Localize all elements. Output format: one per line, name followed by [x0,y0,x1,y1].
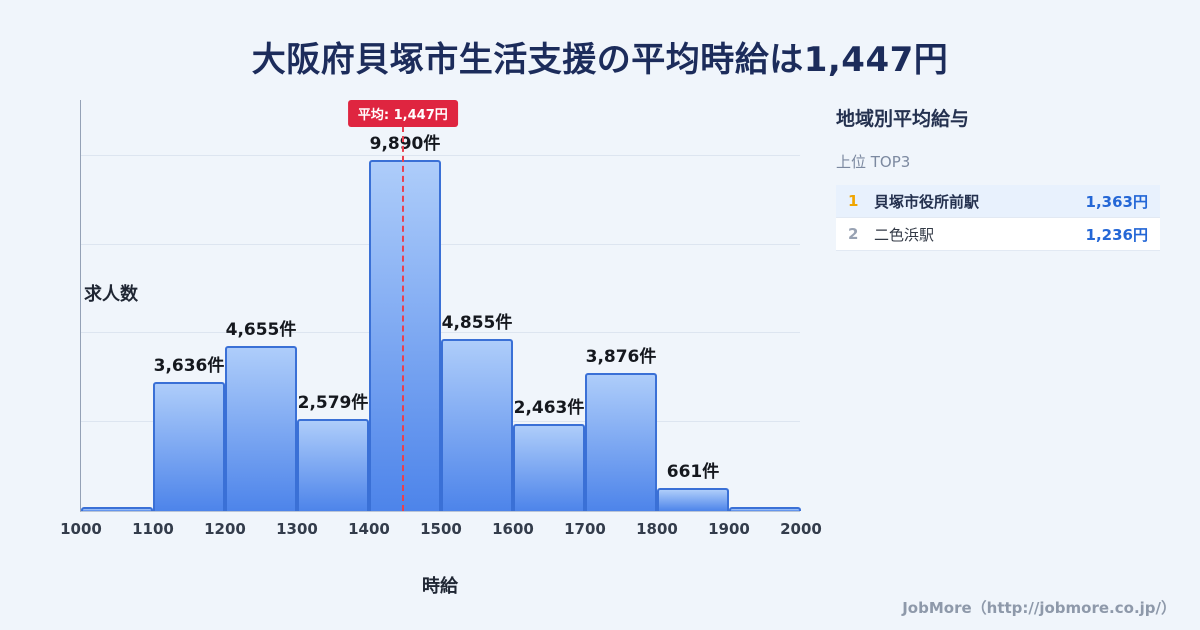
panel-title: 地域別平均給与 [836,108,970,130]
histogram-bar [729,507,801,511]
bar-value-label: 9,890件 [369,133,441,154]
histogram-bar [81,507,153,511]
bar-value-label: 4,655件 [225,319,297,340]
credit-text: JobMore（http://jobmore.co.jp/） [902,599,1176,617]
station-name: 貝塚市役所前駅 [874,192,980,211]
station-name: 二色浜駅 [874,225,935,244]
histogram-plot-area: 平均: 1,447円 3,636件 4,655件 2,579件 9,890件 4,855… [60,100,822,538]
gridline [81,154,800,156]
ranking-row: 1 貝塚市役所前駅 1,363円 [836,185,1160,218]
bar-value-label: 2,579件 [297,393,369,414]
bar-value-label: 3,636件 [153,355,225,376]
x-tick-label: 1600 [492,520,534,538]
x-tick-label: 2000 [780,520,822,538]
wage-value: 1,236円 [1085,225,1148,244]
wage-value: 1,363円 [1085,192,1148,211]
histogram-bar [513,423,585,511]
x-tick-label: 1100 [132,520,174,538]
bar-value-label: 661件 [666,461,720,482]
x-tick-label: 1700 [564,520,606,538]
x-tick-label: 1900 [708,520,750,538]
x-tick-label: 1400 [348,520,390,538]
histogram-bar [369,159,441,511]
x-axis-label: 時給 [422,576,458,597]
page-title: 大阪府貝塚市生活支援の平均時給は1,447円 [251,40,949,80]
bar-value-label: 2,463件 [513,397,585,418]
bar-value-label: 4,855件 [441,312,513,333]
histogram-bar [441,338,513,511]
average-badge: 平均: 1,447円 [347,100,458,127]
x-tick-label: 1200 [204,520,246,538]
histogram-bar [297,419,369,511]
y-axis-label: 求人数 [84,284,138,305]
ranking-list: 1 貝塚市役所前駅 1,363円 2 二色浜駅 1,236円 [836,185,1160,251]
rank-number: 1 [848,192,859,210]
x-tick-label: 1800 [636,520,678,538]
histogram-bar [153,381,225,511]
region-ranking-panel: 地域別平均給与 上位 TOP3 1 貝塚市役所前駅 1,363円 2 二色浜駅 1,236… [836,104,1160,251]
x-tick-label: 1300 [276,520,318,538]
histogram-bar [225,345,297,511]
ranking-row: 2 二色浜駅 1,236円 [836,218,1160,251]
rank-number: 2 [848,225,859,243]
histogram-bar [585,373,657,511]
panel-subtitle: 上位 TOP3 [836,153,911,171]
x-tick-label: 1500 [420,520,462,538]
histogram-bar [657,487,729,511]
bar-value-label: 3,876件 [585,347,657,368]
x-tick-label: 1000 [60,520,102,538]
average-line [401,116,404,511]
